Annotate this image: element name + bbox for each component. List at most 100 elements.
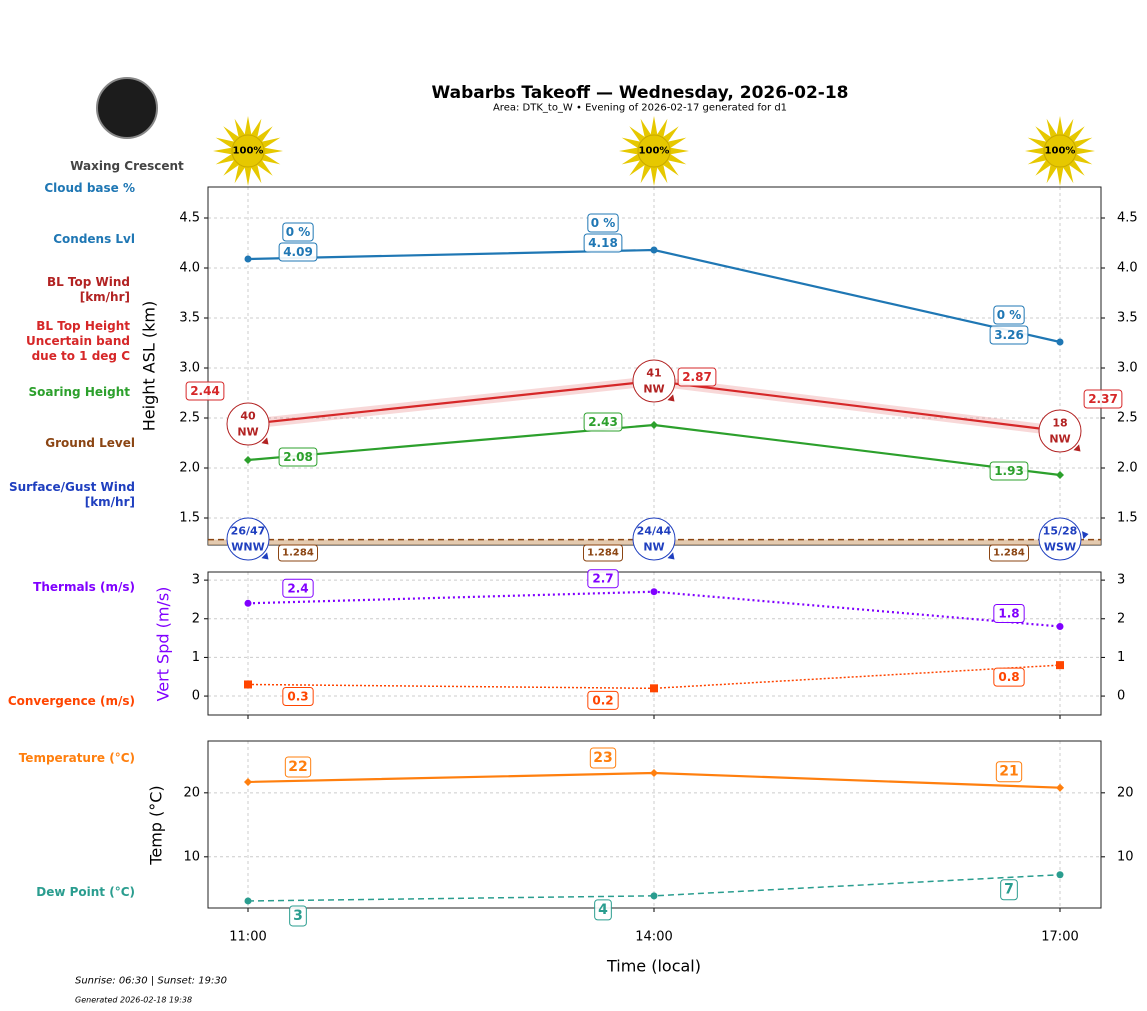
- data-label-ground: 1.284: [989, 544, 1029, 562]
- chart-title: Wabarbs Takeoff — Wednesday, 2026-02-18: [432, 83, 849, 103]
- data-point-thermals: [650, 588, 658, 596]
- data-label-ground-box: [278, 544, 318, 562]
- sun-percent-label: 100%: [233, 146, 264, 157]
- panel-1: [204, 571, 1105, 719]
- bl-wind-badge-direction: NW: [1049, 433, 1070, 446]
- data-label-convergence-text: 0.8: [998, 670, 1019, 684]
- data-label-thermals-text: 2.7: [592, 572, 613, 586]
- moon-phase-icon: [96, 77, 158, 139]
- y-tick-label-left: 4.5: [179, 211, 200, 226]
- side-label-thermals: Thermals (m/s): [33, 580, 135, 594]
- bl-wind-badge-speed: 18: [1052, 417, 1067, 430]
- bl-wind-badge: 18 NW: [1038, 409, 1082, 453]
- data-label-thermals: 1.8: [993, 603, 1025, 623]
- y-tick-label-right: 4.5: [1117, 211, 1138, 226]
- y-tick-label-right: 1: [1117, 650, 1125, 665]
- data-label-ground: 1.284: [583, 544, 623, 562]
- data-label-temp-text: 22: [288, 759, 307, 775]
- bl-wind-badge-circle: [1038, 409, 1082, 453]
- data-label-bl_top-box: [677, 367, 717, 387]
- data-label-convergence: 0.2: [587, 690, 619, 710]
- y-tick-label-left: 2.0: [179, 461, 200, 476]
- y-tick-label-left: 3.0: [179, 361, 200, 376]
- data-label-bl_top-text: 2.37: [1088, 392, 1118, 406]
- data-label-bl_top-text: 2.87: [682, 370, 712, 384]
- data-label-convergence-box: [993, 667, 1025, 687]
- data-point-thermals: [244, 599, 252, 607]
- data-label-soaring-box: [989, 461, 1029, 481]
- sun-icon: 100%: [213, 116, 283, 186]
- data-label-soaring-text: 2.43: [588, 415, 618, 429]
- data-label-soaring-box: [278, 447, 318, 467]
- data-label-thermals-text: 1.8: [998, 606, 1019, 620]
- generated-timestamp: Generated 2026-02-18 19:38: [75, 996, 192, 1005]
- data-label-ground-text: 1.284: [993, 548, 1025, 559]
- data-label-bl_top: 2.37: [1083, 389, 1123, 409]
- data-label-thermals-box: [282, 578, 314, 598]
- side-label-bl_top: BL Top Height: [36, 319, 130, 333]
- y-tick-label-right: 1.5: [1117, 511, 1138, 526]
- data-label-condens: 4.09: [278, 242, 318, 262]
- cloud-base-label-text: 0 %: [286, 225, 311, 239]
- bl-wind-badge-circle: [226, 402, 270, 446]
- sun-disc: [1043, 134, 1077, 168]
- data-label-soaring-box: [583, 412, 623, 432]
- side-label-condens: Condens Lvl: [53, 232, 135, 246]
- data-label-condens-box: [989, 325, 1029, 345]
- data-label-temp-text: 21: [999, 764, 1018, 780]
- y-tick-label-right: 10: [1117, 849, 1134, 864]
- y-tick-label-right: 0: [1117, 689, 1125, 704]
- y-tick-label-left: 1: [192, 650, 200, 665]
- data-label-temp-box: [995, 761, 1023, 783]
- data-label-bl_top-text: 2.44: [190, 384, 220, 398]
- data-label-convergence: 0.3: [282, 686, 314, 706]
- data-label-convergence-box: [587, 690, 619, 710]
- data-label-dew: 4: [594, 899, 612, 921]
- bl-wind-badge: 41 NW: [632, 359, 676, 403]
- data-point-soaring: [650, 421, 658, 429]
- data-label-condens: 3.26: [989, 325, 1029, 345]
- cloud-base-label: 0 %: [993, 305, 1025, 325]
- chart-subtitle: Area: DTK_to_W • Evening of 2026-02-17 g…: [493, 103, 787, 114]
- data-label-temp-text: 23: [593, 750, 612, 766]
- data-label-dew-box: [289, 905, 307, 927]
- bl-wind-badge-direction: NW: [237, 426, 258, 439]
- data-point-condens: [244, 255, 252, 263]
- data-label-soaring: 2.43: [583, 412, 623, 432]
- side-label-surface: [km/hr]: [85, 495, 135, 509]
- side-label-bl_wind: [km/hr]: [80, 290, 130, 304]
- y-axis-label-temp: Temp (°C): [147, 785, 166, 865]
- y-tick-label-left: 2: [192, 611, 200, 626]
- data-label-convergence-text: 0.3: [287, 689, 308, 703]
- bl-wind-badge: 40 NW: [226, 402, 270, 446]
- wind-arrow-icon: [1081, 531, 1089, 539]
- data-label-dew-box: [594, 899, 612, 921]
- y-tick-label-right: 2.5: [1117, 411, 1138, 426]
- cloud-base-label: 0 %: [587, 213, 619, 233]
- data-point-temp: [1056, 783, 1064, 792]
- sun-disc: [637, 134, 671, 168]
- cloud-base-label: 0 %: [282, 222, 314, 242]
- data-label-dew-text: 7: [1004, 882, 1014, 898]
- data-label-bl_top: 2.87: [677, 367, 717, 387]
- data-label-temp-box: [589, 747, 617, 769]
- sunrise-sunset-text: Sunrise: 06:30 | Sunset: 19:30: [75, 976, 227, 987]
- bl-wind-badge-speed: 41: [646, 367, 661, 380]
- surface-wind-badge: 24/44 NW: [632, 517, 676, 561]
- sun-disc: [231, 134, 265, 168]
- data-point-convergence: [1056, 661, 1064, 670]
- surface-wind-badge-speed: 24/44: [637, 525, 672, 538]
- data-label-ground: 1.284: [278, 544, 318, 562]
- sun-percent-label: 100%: [639, 146, 670, 157]
- data-point-thermals: [1056, 622, 1064, 630]
- panel-frame: [207, 740, 1102, 909]
- cloud-base-label-box: [587, 213, 619, 233]
- data-label-condens-text: 4.18: [588, 236, 618, 250]
- y-axis-label-vert-speed: Vert Spd (m/s): [154, 587, 173, 702]
- side-label-bl_top: Uncertain band: [26, 334, 130, 348]
- data-point-dew: [244, 897, 252, 905]
- side-label-bl_wind: BL Top Wind: [47, 275, 130, 289]
- data-label-soaring: 1.93: [989, 461, 1029, 481]
